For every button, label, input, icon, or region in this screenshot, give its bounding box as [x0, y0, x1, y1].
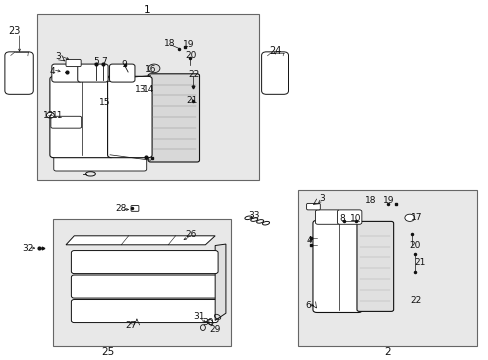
Text: 3: 3 — [318, 194, 324, 203]
Text: 13: 13 — [135, 85, 146, 94]
FancyBboxPatch shape — [312, 220, 362, 312]
Text: 20: 20 — [184, 51, 196, 60]
FancyBboxPatch shape — [315, 210, 339, 224]
Text: 23: 23 — [8, 26, 21, 36]
Text: 18: 18 — [163, 40, 175, 49]
FancyBboxPatch shape — [66, 59, 81, 67]
FancyBboxPatch shape — [71, 251, 218, 274]
Text: 20: 20 — [408, 241, 420, 250]
Text: 8: 8 — [339, 214, 345, 223]
Polygon shape — [215, 244, 225, 320]
Text: 4: 4 — [305, 236, 311, 245]
Bar — [37, 14, 259, 180]
FancyBboxPatch shape — [356, 221, 393, 311]
Text: 24: 24 — [268, 46, 281, 56]
Text: 21: 21 — [186, 96, 198, 105]
FancyBboxPatch shape — [71, 300, 218, 323]
FancyBboxPatch shape — [306, 203, 320, 210]
Text: 1: 1 — [143, 5, 150, 15]
Text: 21: 21 — [413, 258, 425, 266]
Text: 32: 32 — [22, 244, 34, 253]
Text: 3: 3 — [55, 52, 61, 61]
Text: 14: 14 — [142, 85, 154, 94]
Text: 25: 25 — [101, 347, 114, 357]
Bar — [53, 219, 231, 346]
Text: 12: 12 — [43, 111, 55, 120]
FancyBboxPatch shape — [78, 64, 108, 82]
Text: 28: 28 — [115, 204, 127, 212]
Text: 7: 7 — [101, 57, 107, 66]
FancyBboxPatch shape — [54, 154, 146, 171]
Circle shape — [46, 112, 54, 118]
Text: 17: 17 — [410, 213, 422, 222]
Text: 9: 9 — [122, 60, 127, 69]
Text: 19: 19 — [182, 40, 194, 49]
Text: 10: 10 — [349, 214, 361, 223]
Text: 11: 11 — [52, 111, 63, 120]
FancyBboxPatch shape — [148, 74, 199, 162]
FancyBboxPatch shape — [131, 206, 139, 211]
Polygon shape — [66, 236, 215, 245]
Text: 30: 30 — [202, 318, 214, 327]
Text: 4: 4 — [50, 67, 56, 76]
Text: 19: 19 — [382, 197, 394, 205]
Circle shape — [404, 214, 414, 221]
Text: 33: 33 — [248, 211, 260, 220]
FancyBboxPatch shape — [261, 52, 288, 94]
Text: 18: 18 — [364, 197, 376, 205]
Text: 6: 6 — [305, 301, 310, 310]
Text: 2: 2 — [384, 347, 390, 357]
FancyBboxPatch shape — [107, 76, 152, 158]
FancyBboxPatch shape — [337, 210, 361, 224]
Text: 5: 5 — [93, 57, 99, 66]
Text: 26: 26 — [184, 230, 196, 239]
Text: 31: 31 — [193, 311, 205, 320]
Text: 27: 27 — [125, 321, 137, 330]
Text: 22: 22 — [187, 70, 199, 79]
FancyBboxPatch shape — [52, 64, 82, 82]
FancyBboxPatch shape — [109, 64, 135, 82]
FancyBboxPatch shape — [50, 76, 114, 158]
Circle shape — [148, 64, 160, 73]
Text: 15: 15 — [99, 98, 111, 107]
FancyBboxPatch shape — [71, 275, 218, 298]
FancyBboxPatch shape — [5, 52, 33, 94]
Bar — [298, 190, 476, 346]
Text: 22: 22 — [409, 296, 421, 305]
Text: 29: 29 — [209, 325, 221, 334]
FancyBboxPatch shape — [51, 116, 81, 128]
Text: 16: 16 — [144, 65, 156, 74]
